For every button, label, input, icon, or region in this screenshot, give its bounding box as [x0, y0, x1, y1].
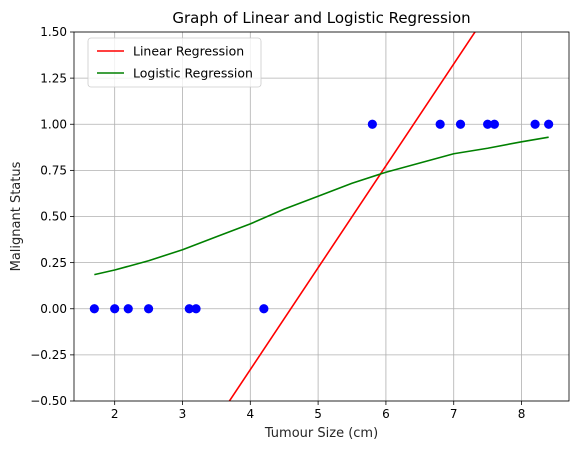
- y-tick-label: −0.25: [30, 348, 67, 362]
- plot-area: [73, 31, 570, 402]
- y-axis-label: Malignant Status: [9, 161, 24, 271]
- series-layer: [94, 32, 549, 401]
- x-axis-label: Tumour Size (cm): [264, 426, 378, 441]
- x-tick-label: 3: [179, 407, 187, 421]
- legend: Linear Regression Logistic Regression: [87, 37, 262, 88]
- x-tick-label: 4: [246, 407, 254, 421]
- data-point: [123, 304, 133, 314]
- y-tick-label: 1.50: [40, 25, 67, 39]
- y-axis-ticks: −0.50 −0.25 0.00 0.25 0.50 0.75 1.00 1.25 1.50: [30, 25, 74, 408]
- y-tick-label: 0.25: [40, 256, 67, 270]
- y-tick-label: 0.50: [40, 210, 67, 224]
- x-tick-label: 6: [382, 407, 390, 421]
- data-point: [367, 119, 377, 129]
- data-point: [435, 119, 445, 129]
- data-point: [455, 119, 466, 129]
- data-point: [89, 304, 99, 314]
- data-point: [143, 304, 154, 314]
- series-line-linear-regression: [228, 32, 476, 401]
- chart-title: Graph of Linear and Logistic Regression: [172, 9, 470, 27]
- points-layer: [89, 119, 554, 314]
- legend-label: Linear Regression: [133, 44, 244, 59]
- legend-box: [87, 37, 262, 88]
- data-point: [259, 304, 269, 314]
- data-point: [544, 119, 554, 129]
- series-line-logistic-regression: [94, 136, 549, 276]
- x-tick-label: 7: [450, 407, 458, 421]
- y-tick-label: 0.75: [40, 164, 67, 178]
- x-tick-label: 8: [518, 407, 526, 421]
- x-tick-label: 5: [314, 407, 322, 421]
- y-tick-label: 1.00: [40, 117, 67, 131]
- data-point: [191, 304, 201, 314]
- data-point: [110, 304, 120, 314]
- y-tick-label: 1.25: [40, 71, 67, 85]
- x-axis-ticks: 2 3 4 5 6 7 8: [111, 401, 525, 421]
- data-point: [483, 119, 493, 129]
- data-point: [530, 119, 540, 129]
- legend-label: Logistic Regression: [133, 66, 253, 81]
- data-point: [184, 304, 194, 314]
- y-tick-label: 0.00: [40, 302, 67, 316]
- y-tick-label: −0.50: [30, 394, 67, 408]
- data-point: [489, 119, 500, 129]
- x-tick-label: 2: [111, 407, 119, 421]
